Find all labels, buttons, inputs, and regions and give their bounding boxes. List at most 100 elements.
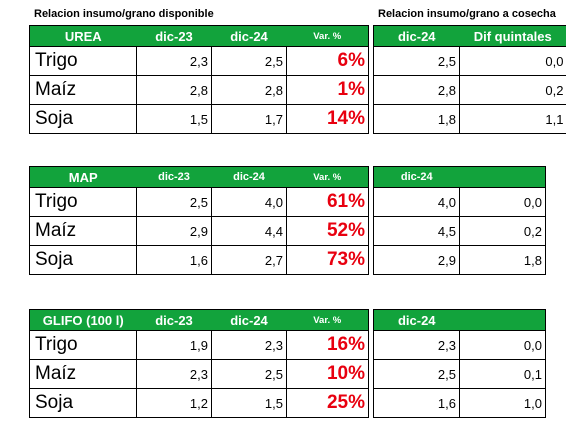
urea-cosecha-header-dic24: dic-24: [373, 25, 460, 47]
map-cosecha-header-empty: [459, 166, 546, 188]
value-dif-quintales: 0,0: [459, 187, 546, 217]
value-dic23: 1,2: [136, 388, 212, 418]
value-dif-quintales: 0,2: [459, 216, 546, 246]
table-row: 2,5 0,0: [373, 46, 566, 76]
urea-header-dic24: dic-24: [211, 25, 287, 47]
variation-value: 52%: [286, 216, 369, 246]
value-dif-quintales: 0,0: [459, 330, 546, 360]
map-header-dic24: dic-24: [211, 166, 287, 188]
value-cosecha: 4,0: [373, 187, 460, 217]
value-cosecha: 2,3: [373, 330, 460, 360]
value-dic24: 2,7: [211, 245, 287, 275]
table-row: Maíz 2,8 2,8 1%: [29, 75, 369, 105]
value-dic23: 2,5: [136, 187, 212, 217]
urea-cosecha-header-dif: Dif quintales: [459, 25, 566, 47]
glifo-table: GLIFO (100 l) dic-23 dic-24 Var. % Trigo…: [29, 309, 369, 418]
map-section-title: MAP: [29, 166, 137, 188]
value-dic23: 2,3: [136, 359, 212, 389]
urea-header-var: Var. %: [286, 25, 369, 47]
map-cosecha-header-dic24: dic-24: [373, 166, 460, 188]
glifo-cosecha-header-empty: [459, 309, 546, 331]
value-dic24: 2,8: [211, 75, 287, 105]
glifo-cosecha-header-row: dic-24: [373, 309, 546, 331]
variation-value: 14%: [286, 104, 369, 134]
crop-label: Soja: [29, 245, 137, 275]
table-row: 2,5 0,1: [373, 359, 546, 389]
table-row: 2,3 0,0: [373, 330, 546, 360]
value-cosecha: 2,9: [373, 245, 460, 275]
value-dif-quintales: 0,2: [459, 75, 566, 105]
table-row: Soja 1,2 1,5 25%: [29, 388, 369, 418]
table-row: Maíz 2,3 2,5 10%: [29, 359, 369, 389]
value-dif-quintales: 1,1: [459, 104, 566, 134]
value-cosecha: 2,5: [373, 359, 460, 389]
value-cosecha: 2,8: [373, 75, 460, 105]
value-dic24: 2,5: [211, 359, 287, 389]
map-header-dic23: dic-23: [136, 166, 212, 188]
table-row: Trigo 2,5 4,0 61%: [29, 187, 369, 217]
urea-table: UREA dic-23 dic-24 Var. % Trigo 2,3 2,5 …: [29, 25, 369, 134]
map-header-var: Var. %: [286, 166, 369, 188]
variation-value: 16%: [286, 330, 369, 360]
urea-cosecha-header-row: dic-24 Dif quintales: [373, 25, 566, 47]
value-dif-quintales: 1,8: [459, 245, 546, 275]
variation-value: 61%: [286, 187, 369, 217]
table-row: 2,8 0,2: [373, 75, 566, 105]
value-dic23: 2,3: [136, 46, 212, 76]
table-row: 4,5 0,2: [373, 216, 546, 246]
value-dic24: 1,5: [211, 388, 287, 418]
table-row: Trigo 1,9 2,3 16%: [29, 330, 369, 360]
glifo-cosecha-table: dic-24 2,3 0,0 2,5 0,1 1,6 1,0: [373, 309, 546, 418]
value-dic24: 4,0: [211, 187, 287, 217]
urea-cosecha-table: dic-24 Dif quintales 2,5 0,0 2,8 0,2 1,8…: [373, 25, 566, 134]
table-row: Trigo 2,3 2,5 6%: [29, 46, 369, 76]
glifo-header-var: Var. %: [286, 309, 369, 331]
variation-value: 10%: [286, 359, 369, 389]
caption-cosecha: Relacion insumo/grano a cosecha: [378, 8, 556, 20]
caption-disponible: Relacion insumo/grano disponible: [34, 8, 214, 20]
glifo-header-dic23: dic-23: [136, 309, 212, 331]
crop-label: Soja: [29, 104, 137, 134]
value-cosecha: 4,5: [373, 216, 460, 246]
glifo-header-row: GLIFO (100 l) dic-23 dic-24 Var. %: [29, 309, 369, 331]
table-row: 2,9 1,8: [373, 245, 546, 275]
crop-label: Trigo: [29, 330, 137, 360]
glifo-header-dic24: dic-24: [211, 309, 287, 331]
crop-label: Maíz: [29, 216, 137, 246]
variation-value: 1%: [286, 75, 369, 105]
value-dic24: 1,7: [211, 104, 287, 134]
glifo-section-title: GLIFO (100 l): [29, 309, 137, 331]
value-cosecha: 1,6: [373, 388, 460, 418]
value-dic23: 1,5: [136, 104, 212, 134]
urea-section-title: UREA: [29, 25, 137, 47]
table-row: Soja 1,6 2,7 73%: [29, 245, 369, 275]
value-dic23: 2,8: [136, 75, 212, 105]
variation-value: 25%: [286, 388, 369, 418]
value-dic23: 1,6: [136, 245, 212, 275]
map-table: MAP dic-23 dic-24 Var. % Trigo 2,5 4,0 6…: [29, 166, 369, 275]
urea-header-dic23: dic-23: [136, 25, 212, 47]
crop-label: Maíz: [29, 359, 137, 389]
variation-value: 6%: [286, 46, 369, 76]
variation-value: 73%: [286, 245, 369, 275]
value-dic24: 2,3: [211, 330, 287, 360]
urea-header-row: UREA dic-23 dic-24 Var. %: [29, 25, 369, 47]
value-cosecha: 1,8: [373, 104, 460, 134]
crop-label: Maíz: [29, 75, 137, 105]
table-row: Soja 1,5 1,7 14%: [29, 104, 369, 134]
value-dic23: 1,9: [136, 330, 212, 360]
table-row: 4,0 0,0: [373, 187, 546, 217]
glifo-cosecha-header-dic24: dic-24: [373, 309, 460, 331]
map-cosecha-header-row: dic-24: [373, 166, 546, 188]
table-row: 1,8 1,1: [373, 104, 566, 134]
map-cosecha-table: dic-24 4,0 0,0 4,5 0,2 2,9 1,8: [373, 166, 546, 275]
crop-label: Trigo: [29, 46, 137, 76]
table-row: 1,6 1,0: [373, 388, 546, 418]
crop-label: Soja: [29, 388, 137, 418]
value-dic24: 2,5: [211, 46, 287, 76]
crop-label: Trigo: [29, 187, 137, 217]
value-cosecha: 2,5: [373, 46, 460, 76]
value-dif-quintales: 1,0: [459, 388, 546, 418]
value-dic23: 2,9: [136, 216, 212, 246]
value-dif-quintales: 0,0: [459, 46, 566, 76]
